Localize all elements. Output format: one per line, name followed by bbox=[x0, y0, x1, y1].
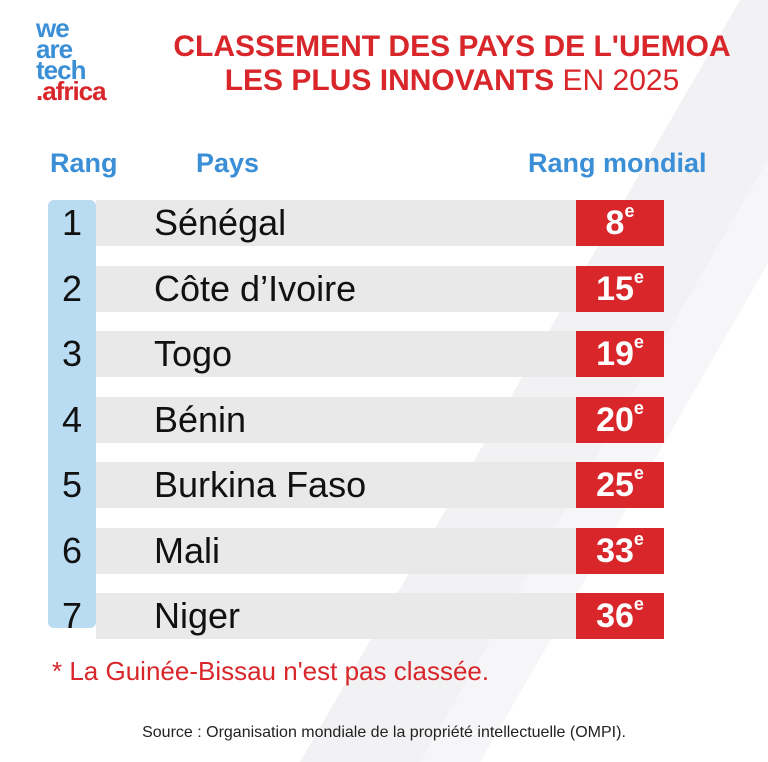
logo-line: we bbox=[36, 13, 70, 43]
world-rank-value: 19 bbox=[596, 335, 634, 373]
ordinal-suffix: e bbox=[633, 397, 644, 418]
table-row: 4 Bénin 20e bbox=[48, 396, 664, 443]
logo-line: are bbox=[36, 34, 73, 64]
world-rank-badge: 36e bbox=[576, 593, 664, 639]
ordinal-suffix: e bbox=[633, 528, 644, 549]
row-background bbox=[96, 462, 664, 508]
rank-column-bar bbox=[48, 200, 96, 628]
ordinal-suffix: e bbox=[624, 201, 635, 221]
row-background bbox=[96, 200, 664, 246]
world-rank-badge: 19e bbox=[576, 331, 664, 377]
rank-number: 2 bbox=[61, 267, 83, 309]
row-background bbox=[96, 396, 664, 443]
rank-number: 7 bbox=[61, 595, 83, 636]
ordinal-suffix: e bbox=[633, 266, 644, 287]
table-row: 5 Burkina Faso 25e bbox=[48, 462, 664, 508]
country-name: Niger bbox=[154, 595, 241, 636]
world-rank-value: 8 bbox=[605, 204, 625, 242]
rank-number: 4 bbox=[61, 398, 83, 440]
title-line-2-bold: LES PLUS INNOVANTS bbox=[224, 64, 555, 97]
source-text: Source : Organisation mondiale de la pro… bbox=[142, 724, 626, 741]
rank-number: 3 bbox=[61, 333, 83, 374]
rank-number: 1 bbox=[61, 202, 83, 243]
header-rank: Rang bbox=[50, 148, 118, 178]
country-name: Côte d’Ivoire bbox=[154, 267, 357, 309]
country-name: Sénégal bbox=[154, 202, 287, 243]
ordinal-suffix: e bbox=[633, 463, 644, 483]
table-row: 1 Sénégal 8e bbox=[48, 200, 664, 246]
country-name: Burkina Faso bbox=[154, 464, 367, 505]
table-row: 6 Mali 33e bbox=[48, 527, 664, 574]
world-rank-value: 15 bbox=[596, 269, 634, 308]
world-rank-value: 25 bbox=[596, 466, 634, 504]
country-name: Bénin bbox=[154, 398, 247, 440]
world-rank-value: 36 bbox=[596, 597, 634, 635]
page-title: CLASSEMENT DES PAYS DE L'UEMOA LES PLUS … bbox=[152, 30, 752, 98]
row-background bbox=[96, 527, 664, 574]
header-world-rank: Rang mondial bbox=[528, 148, 707, 178]
title-line-1: CLASSEMENT DES PAYS DE L'UEMOA bbox=[173, 30, 731, 63]
world-rank-badge: 8e bbox=[576, 200, 664, 246]
world-rank-badge: 33e bbox=[576, 527, 664, 574]
logo-line: tech bbox=[36, 55, 86, 85]
row-background bbox=[96, 265, 664, 312]
header-country: Pays bbox=[196, 148, 260, 178]
world-rank-value: 20 bbox=[596, 400, 634, 439]
footnote: * La Guinée-Bissau n'est pas classée. bbox=[52, 656, 490, 686]
row-background bbox=[96, 331, 664, 377]
table-row: 3 Togo 19e bbox=[48, 331, 664, 377]
country-name: Togo bbox=[154, 333, 233, 374]
logo-line: .africa bbox=[36, 76, 107, 106]
ordinal-suffix: e bbox=[633, 594, 644, 614]
title-line-2-rest: EN 2025 bbox=[554, 64, 680, 97]
world-rank-badge: 20e bbox=[576, 396, 664, 443]
table-row: 2 Côte d’Ivoire 15e bbox=[48, 265, 664, 312]
rank-number: 5 bbox=[61, 464, 83, 505]
table-row: 7 Niger 36e bbox=[48, 593, 664, 639]
country-name: Mali bbox=[154, 529, 221, 571]
ordinal-suffix: e bbox=[633, 332, 644, 352]
world-rank-badge: 25e bbox=[576, 462, 664, 508]
logo: we are tech .africa bbox=[36, 13, 107, 106]
world-rank-value: 33 bbox=[596, 531, 634, 570]
rank-number: 6 bbox=[61, 529, 83, 571]
world-rank-badge: 15e bbox=[576, 265, 664, 312]
row-background bbox=[96, 593, 664, 639]
